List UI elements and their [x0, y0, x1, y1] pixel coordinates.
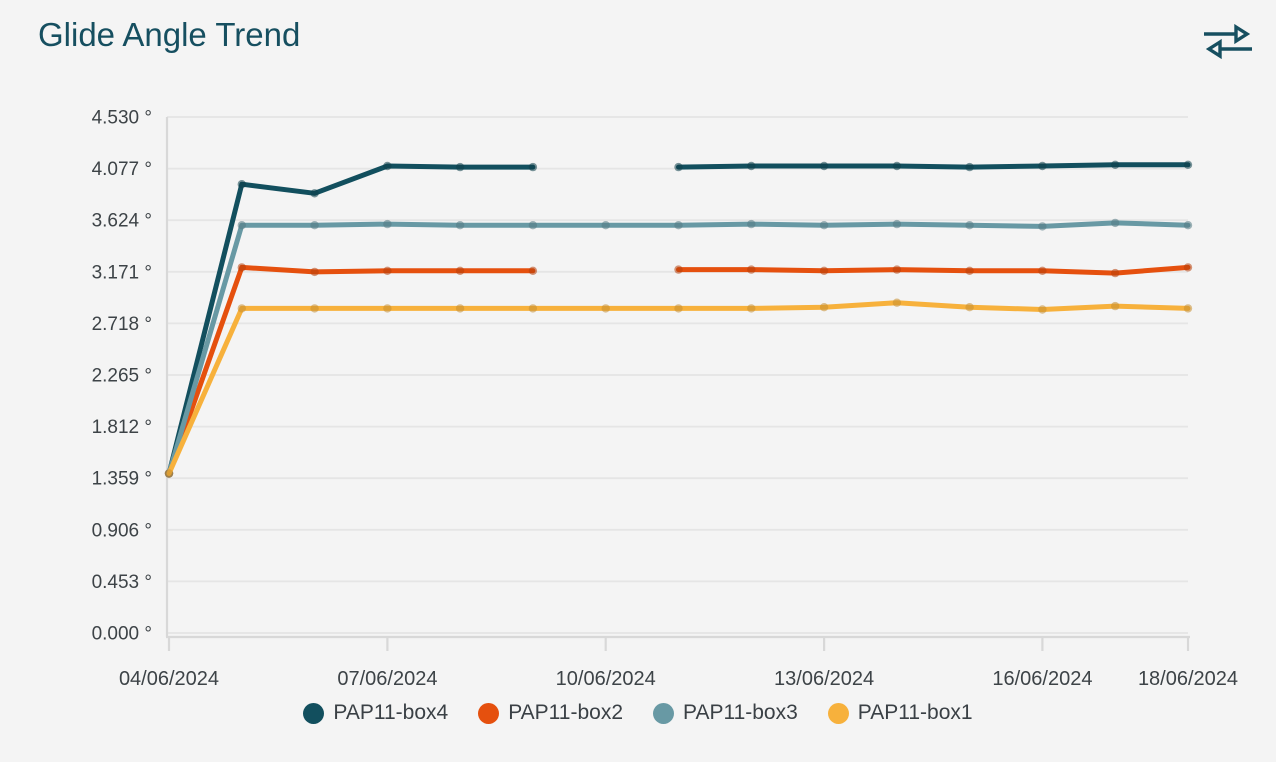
legend-swatch-icon — [478, 702, 500, 724]
data-point-marker — [965, 162, 974, 172]
data-point-marker — [237, 304, 246, 313]
data-point-marker — [965, 266, 974, 275]
y-axis-tick-label: 3.171 ° — [92, 262, 152, 283]
data-point-marker — [528, 162, 538, 172]
legend-swatch-icon — [827, 702, 849, 724]
data-point-marker — [383, 219, 392, 229]
data-point-marker — [383, 266, 392, 275]
data-point-marker — [237, 180, 246, 189]
data-point-marker — [237, 263, 246, 272]
series-line-PAP11-box2[interactable] — [166, 264, 536, 476]
series-line-PAP11-box3[interactable] — [166, 220, 1191, 476]
y-axis-tick-label: 0.000 ° — [92, 624, 152, 645]
data-point-marker — [1111, 268, 1120, 278]
data-point-marker — [747, 219, 756, 229]
data-point-marker — [1183, 221, 1193, 230]
data-point-marker — [819, 161, 829, 171]
series-line-PAP11-box1[interactable] — [166, 300, 1191, 476]
data-point-marker — [965, 303, 974, 312]
legend-swatch-icon — [653, 702, 674, 724]
data-point-marker — [310, 304, 319, 313]
swap-axes-button[interactable] — [1202, 23, 1254, 60]
data-point-marker — [892, 161, 902, 171]
legend-label: PAP11-box3 — [683, 701, 798, 724]
data-point-marker — [455, 162, 465, 172]
data-point-marker — [310, 267, 319, 277]
y-axis-tick-label: 4.530 ° — [92, 108, 152, 129]
legend-label: PAP11-box1 — [857, 701, 973, 724]
y-axis-tick-label: 0.453 ° — [92, 572, 152, 593]
data-point-marker — [528, 304, 538, 313]
data-point-marker — [383, 304, 392, 313]
data-point-marker — [819, 303, 829, 312]
data-point-marker — [1183, 263, 1193, 272]
series-line-PAP11-box2[interactable] — [676, 264, 1191, 276]
data-point-marker — [1038, 161, 1047, 171]
data-point-marker — [1111, 160, 1120, 169]
data-point-marker — [1183, 160, 1193, 169]
data-point-marker — [747, 265, 756, 274]
data-point-marker — [674, 221, 683, 230]
y-axis-tick-label: 0.906 ° — [92, 520, 152, 541]
x-axis-tick-label: 16/06/2024 — [992, 668, 1092, 690]
data-point-marker — [164, 469, 174, 478]
legend-item-PAP11-box3[interactable]: PAP11-box3 — [653, 701, 798, 725]
data-point-marker — [310, 189, 319, 198]
data-point-marker — [455, 266, 465, 275]
data-point-marker — [383, 161, 392, 171]
data-point-marker — [528, 221, 538, 230]
series-line-PAP11-box4[interactable] — [166, 163, 536, 476]
y-axis-tick-label: 3.624 ° — [92, 211, 152, 232]
x-axis-tick-label: 13/06/2024 — [774, 668, 874, 690]
data-point-marker — [455, 304, 465, 313]
chart-legend: PAP11-box4 PAP11-box2 PAP11-box3 PAP11-box1 — [0, 701, 1276, 725]
y-axis-tick-label: 2.718 ° — [92, 314, 152, 335]
data-point-marker — [819, 266, 829, 275]
data-point-marker — [528, 266, 538, 275]
data-point-marker — [674, 304, 683, 313]
legend-label: PAP11-box4 — [333, 701, 449, 724]
data-point-marker — [310, 221, 319, 230]
data-point-marker — [747, 161, 756, 171]
data-point-marker — [1111, 218, 1120, 228]
data-point-marker — [601, 221, 610, 230]
data-point-marker — [1038, 305, 1047, 314]
x-axis-tick-label: 18/06/2024 — [1138, 668, 1238, 690]
legend-item-PAP11-box2[interactable]: PAP11-box2 — [478, 701, 623, 725]
y-axis-tick-label: 1.812 ° — [92, 417, 152, 438]
x-axis-tick-label: 04/06/2024 — [119, 668, 219, 690]
data-point-marker — [892, 265, 902, 274]
page-title: Glide Angle Trend — [38, 16, 301, 53]
data-point-marker — [1038, 266, 1047, 275]
data-point-marker — [601, 304, 610, 313]
data-point-marker — [892, 298, 902, 307]
x-axis-tick-label: 07/06/2024 — [337, 668, 437, 690]
data-point-marker — [819, 221, 829, 230]
x-axis-tick-label: 10/06/2024 — [556, 668, 656, 690]
swap-horizontal-icon — [1204, 23, 1252, 60]
data-point-marker — [965, 221, 974, 230]
data-point-marker — [892, 219, 902, 229]
data-point-marker — [237, 221, 246, 230]
data-point-marker — [674, 162, 683, 172]
legend-swatch-icon — [303, 702, 325, 724]
data-point-marker — [1038, 222, 1047, 231]
data-point-marker — [747, 304, 756, 313]
series-line-PAP11-box4[interactable] — [676, 162, 1191, 170]
data-point-marker — [1111, 301, 1120, 311]
y-axis-tick-label: 2.265 ° — [92, 366, 152, 387]
legend-label: PAP11-box2 — [508, 701, 623, 724]
y-axis-tick-label: 1.359 ° — [92, 469, 152, 490]
data-point-marker — [455, 221, 465, 230]
legend-item-PAP11-box4[interactable]: PAP11-box4 — [303, 701, 448, 725]
legend-item-PAP11-box1[interactable]: PAP11-box1 — [827, 701, 973, 725]
data-point-marker — [674, 265, 683, 274]
data-point-marker — [1183, 304, 1193, 313]
y-axis-tick-label: 4.077 ° — [92, 159, 152, 180]
